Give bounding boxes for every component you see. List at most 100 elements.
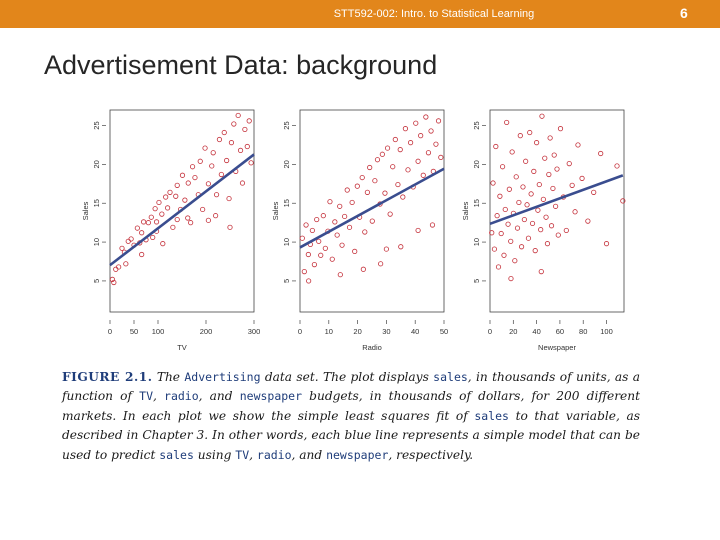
data-point bbox=[575, 142, 581, 148]
data-point bbox=[420, 172, 426, 178]
data-point bbox=[346, 224, 353, 230]
data-point bbox=[540, 196, 546, 202]
data-point bbox=[548, 223, 555, 229]
y-tick-label: 10 bbox=[472, 238, 481, 246]
data-point bbox=[216, 136, 223, 143]
data-point bbox=[535, 207, 541, 213]
data-point bbox=[546, 171, 552, 178]
data-point bbox=[379, 151, 385, 157]
data-point bbox=[320, 213, 326, 219]
data-point bbox=[237, 147, 244, 154]
data-point bbox=[244, 143, 250, 150]
data-point bbox=[152, 206, 158, 212]
data-point bbox=[165, 205, 171, 211]
data-point bbox=[174, 182, 180, 188]
data-point bbox=[197, 158, 203, 164]
data-point bbox=[221, 129, 227, 136]
data-point bbox=[397, 147, 403, 153]
x-tick-label: 50 bbox=[440, 327, 448, 336]
data-point bbox=[372, 178, 378, 184]
y-tick-label: 15 bbox=[282, 199, 291, 207]
data-point bbox=[205, 181, 211, 187]
caption-code-term: newspaper bbox=[239, 389, 303, 404]
data-point bbox=[551, 152, 557, 158]
y-axis-label: Sales bbox=[461, 201, 470, 220]
y-tick-label: 10 bbox=[282, 238, 291, 246]
data-point bbox=[402, 126, 409, 132]
data-point bbox=[369, 218, 375, 224]
caption-text-run: data set. The plot displays bbox=[260, 370, 434, 384]
data-point bbox=[491, 246, 498, 252]
data-point bbox=[309, 227, 315, 234]
data-point bbox=[322, 245, 328, 251]
data-point bbox=[209, 163, 215, 169]
data-point bbox=[316, 238, 322, 244]
y-tick-label: 15 bbox=[472, 199, 481, 207]
caption-text-run: , bbox=[153, 389, 165, 404]
x-tick-label: 0 bbox=[298, 327, 302, 336]
data-point bbox=[213, 192, 220, 198]
y-tick-label: 15 bbox=[92, 199, 101, 207]
page-number: 6 bbox=[680, 5, 688, 21]
data-point bbox=[433, 141, 439, 147]
data-point bbox=[395, 181, 401, 188]
data-point bbox=[382, 190, 388, 196]
data-point bbox=[200, 206, 206, 213]
caption-text: The Advertising data set. The plot displ… bbox=[62, 370, 640, 462]
data-point bbox=[239, 180, 246, 186]
data-point bbox=[182, 197, 188, 203]
data-point bbox=[116, 264, 122, 270]
data-point bbox=[516, 199, 522, 206]
x-tick-label: 10 bbox=[325, 327, 333, 336]
data-point bbox=[514, 225, 521, 231]
data-point bbox=[531, 168, 537, 174]
data-point bbox=[525, 235, 532, 241]
y-tick-label: 5 bbox=[282, 279, 291, 283]
x-axis-label: TV bbox=[177, 343, 187, 352]
data-point bbox=[189, 164, 196, 170]
scatter-panel-radio: 0 10 20 30 40 50 5 10 15 20 25 Radio Sales bbox=[271, 109, 448, 352]
data-point bbox=[502, 206, 508, 213]
data-point bbox=[400, 194, 406, 200]
data-point bbox=[547, 135, 553, 141]
caption-text-run: to that variable, as described in Chapte… bbox=[62, 408, 640, 462]
y-tick-label: 5 bbox=[472, 279, 481, 283]
data-point bbox=[185, 180, 191, 186]
x-tick-label: 100 bbox=[152, 327, 165, 336]
x-tick-label: 80 bbox=[579, 327, 587, 336]
data-point bbox=[498, 230, 504, 237]
scatter-panel-tv: 0 50 100 200 300 5 10 15 20 25 TV Sales bbox=[81, 109, 260, 352]
data-point bbox=[167, 189, 173, 195]
y-tick-label: 25 bbox=[92, 121, 101, 129]
plot-frame bbox=[109, 109, 255, 313]
data-point bbox=[148, 214, 154, 220]
data-point bbox=[188, 220, 194, 226]
caption-code-term: TV bbox=[139, 389, 153, 404]
caption-text-run: budgets, in thousands of dollars, for 20… bbox=[62, 389, 640, 423]
data-point bbox=[435, 118, 442, 124]
y-tick-label: 25 bbox=[472, 121, 481, 129]
data-point bbox=[125, 238, 131, 244]
data-point bbox=[128, 236, 134, 242]
data-point bbox=[557, 126, 564, 132]
data-point bbox=[504, 119, 510, 126]
data-point bbox=[566, 161, 572, 167]
data-point bbox=[508, 275, 514, 282]
data-point bbox=[554, 166, 560, 172]
data-point bbox=[119, 245, 125, 251]
data-point bbox=[501, 252, 507, 258]
x-tick-label: 30 bbox=[382, 327, 390, 336]
y-tick-label: 5 bbox=[92, 279, 101, 283]
data-point bbox=[523, 158, 529, 164]
caption-text-run: The bbox=[156, 370, 185, 384]
data-point bbox=[538, 227, 544, 233]
data-point bbox=[384, 145, 391, 151]
data-point bbox=[423, 114, 429, 120]
caption-code-term: sales bbox=[159, 447, 194, 462]
x-tick-label: 60 bbox=[556, 327, 564, 336]
data-point bbox=[109, 276, 116, 282]
data-point bbox=[218, 171, 224, 178]
data-point bbox=[202, 145, 208, 151]
data-point bbox=[301, 269, 307, 275]
